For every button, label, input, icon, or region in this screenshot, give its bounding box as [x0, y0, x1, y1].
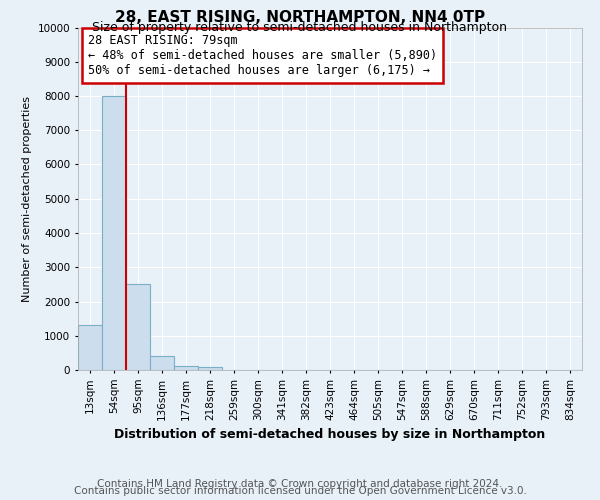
X-axis label: Distribution of semi-detached houses by size in Northampton: Distribution of semi-detached houses by …	[115, 428, 545, 441]
Bar	[78, 326, 102, 370]
Text: 28, EAST RISING, NORTHAMPTON, NN4 0TP: 28, EAST RISING, NORTHAMPTON, NN4 0TP	[115, 10, 485, 25]
Text: Contains public sector information licensed under the Open Government Licence v3: Contains public sector information licen…	[74, 486, 526, 496]
Bar	[126, 284, 150, 370]
Text: Size of property relative to semi-detached houses in Northampton: Size of property relative to semi-detach…	[92, 22, 508, 35]
Bar	[102, 96, 126, 370]
Text: Contains HM Land Registry data © Crown copyright and database right 2024.: Contains HM Land Registry data © Crown c…	[97, 479, 503, 489]
Text: 28 EAST RISING: 79sqm
← 48% of semi-detached houses are smaller (5,890)
50% of s: 28 EAST RISING: 79sqm ← 48% of semi-deta…	[88, 34, 437, 78]
Bar	[174, 366, 198, 370]
Bar	[198, 367, 222, 370]
Bar	[150, 356, 174, 370]
Y-axis label: Number of semi-detached properties: Number of semi-detached properties	[22, 96, 32, 302]
